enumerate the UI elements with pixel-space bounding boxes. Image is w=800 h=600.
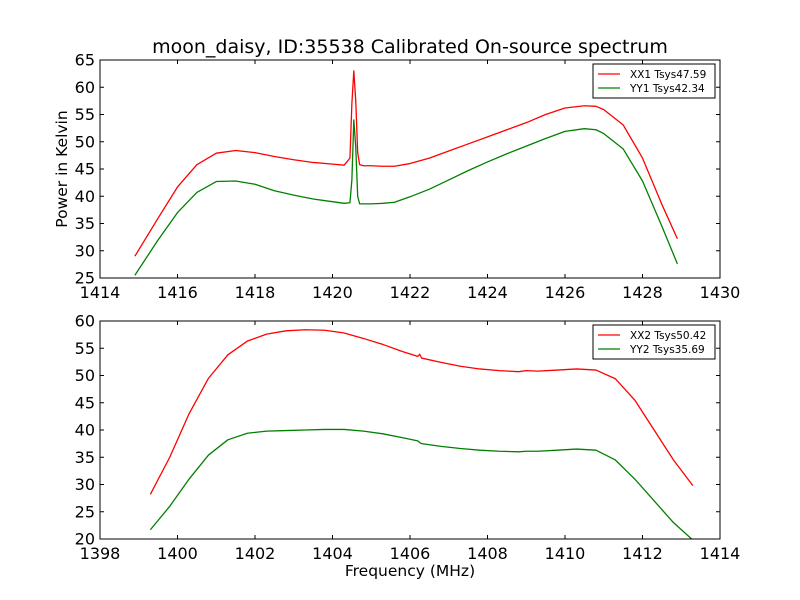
y-tick-label: 40 (75, 187, 95, 206)
y-tick-label: 35 (75, 214, 95, 233)
x-tick-label: 1426 (545, 283, 586, 302)
x-tick-label: 1414 (700, 544, 741, 563)
x-tick-label: 1414 (80, 283, 121, 302)
x-tick-label: 1408 (467, 544, 508, 563)
y-tick-label: 55 (75, 105, 95, 124)
y-tick-label: 25 (75, 269, 95, 288)
bottom-panel: 1398 1400 1402 1404 1406 1408 1410 1412 1414 20 25… (75, 312, 741, 581)
series-line-xx1 (134, 70, 678, 257)
legend-entry: YY2 Tsys35.69 (629, 344, 705, 356)
x-tick-label: 1424 (467, 283, 508, 302)
y-tick-label: 20 (75, 530, 95, 549)
legend-entry: XX1 Tsys47.59 (630, 69, 706, 81)
series-line-yy2 (149, 428, 693, 539)
series-line-yy1 (134, 119, 678, 276)
x-tick-label: 1416 (157, 283, 198, 302)
legend-entry: XX2 Tsys50.42 (630, 330, 706, 342)
top-panel: 1414 1416 1418 1420 1422 1424 1426 1428 1430 25 30… (53, 51, 740, 303)
y-axis-label: Power in Kelvin (53, 110, 71, 227)
x-tick-label: 1428 (622, 283, 663, 302)
legend-entry: YY1 Tsys42.34 (629, 83, 705, 95)
x-tick-label: 1400 (157, 544, 198, 563)
series-group (149, 329, 694, 539)
y-tick-label: 25 (75, 502, 95, 521)
legend-box (592, 324, 716, 360)
series-group (134, 70, 678, 276)
x-tick-label: 1404 (312, 544, 353, 563)
chart-title: moon_daisy, ID:35538 Calibrated On-sourc… (152, 36, 668, 58)
y-tick-label: 65 (75, 51, 95, 70)
legend: XX2 Tsys50.42 YY2 Tsys35.69 (592, 324, 716, 360)
x-tick-label: 1402 (235, 544, 276, 563)
x-tick-label: 1418 (235, 283, 276, 302)
x-tick-label: 1430 (700, 283, 741, 302)
x-tick-label: 1398 (80, 544, 121, 563)
y-tick-label: 45 (75, 160, 95, 179)
y-tick-label: 50 (75, 366, 95, 385)
y-tick-label: 40 (75, 421, 95, 440)
series-line-xx2 (149, 329, 694, 495)
y-tick-label: 55 (75, 339, 95, 358)
x-tick-label: 1420 (312, 283, 353, 302)
x-tick-label: 1410 (545, 544, 586, 563)
y-tick-label: 35 (75, 448, 95, 467)
y-tick-label: 30 (75, 475, 95, 494)
y-tick-label: 60 (75, 78, 95, 97)
y-tick-label: 50 (75, 132, 95, 151)
x-tick-label: 1412 (622, 544, 663, 563)
x-tick-label: 1406 (390, 544, 431, 563)
y-tick-label: 60 (75, 312, 95, 331)
legend: XX1 Tsys47.59 YY1 Tsys42.34 (592, 63, 716, 99)
y-tick-label: 30 (75, 241, 95, 260)
x-axis-label: Frequency (MHz) (345, 562, 475, 580)
legend-box (592, 63, 716, 99)
y-tick-label: 45 (75, 393, 95, 412)
x-tick-label: 1422 (390, 283, 431, 302)
